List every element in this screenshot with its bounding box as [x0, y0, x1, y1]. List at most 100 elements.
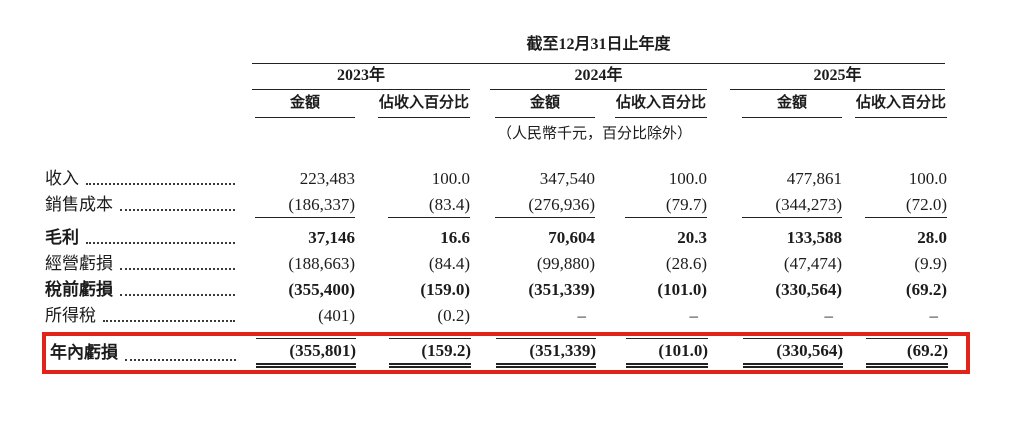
- value: (0.2): [437, 306, 470, 325]
- value-cell: (69.2): [842, 277, 947, 303]
- value: (99,880): [536, 254, 595, 273]
- table-row: 收入 223,483 100.0 347,540 100.0 477,861 100.0: [45, 166, 1012, 192]
- value-cell: 100.0: [842, 166, 947, 192]
- period-header-text: 截至12月31日止年度: [526, 36, 671, 53]
- value-cell: 133,588: [707, 225, 842, 251]
- amount-header-cell-2023: 金額: [245, 90, 355, 118]
- value-cell: (351,339): [470, 277, 595, 303]
- dot-leader: [86, 242, 235, 244]
- value-cell: (72.0): [842, 192, 947, 218]
- value-cell: (159.2): [356, 336, 471, 370]
- value-cell: 347,540: [470, 166, 595, 192]
- row-label: 所得稅: [45, 306, 96, 325]
- value-cell: (159.0): [355, 277, 470, 303]
- value-cell: (69.2): [843, 336, 948, 370]
- value-cell: 20.3: [595, 225, 707, 251]
- table-row: 稅前虧損 (355,400) (159.0) (351,339) (101.0) (330…: [45, 277, 1012, 303]
- value: –: [689, 306, 699, 325]
- period-header: 截至12月31日止年度: [252, 34, 945, 56]
- value: (159.2): [389, 338, 471, 368]
- pct-column-header: 佔收入百分比: [854, 90, 947, 118]
- value: (159.0): [420, 280, 470, 299]
- pct-column-header: 佔收入百分比: [377, 90, 470, 118]
- value-cell: (355,400): [245, 277, 355, 303]
- pct-header-cell-2024: 佔收入百分比: [595, 90, 707, 118]
- value-cell: (28.6): [595, 251, 707, 277]
- value: (72.0): [865, 195, 947, 218]
- value: (401): [318, 306, 355, 325]
- amount-column-header: 金額: [742, 90, 842, 118]
- value: 477,861: [786, 169, 842, 188]
- row-label-cell: 毛利: [45, 225, 245, 251]
- value: (188,663): [288, 254, 355, 273]
- year-group-2025: 2025年: [730, 64, 945, 90]
- year-row-spacer: [45, 64, 245, 90]
- highlight-box: 年內虧損 (355,801) (159.2) (351,339) (101.0) (330…: [42, 332, 970, 374]
- value: (83.4): [388, 195, 470, 218]
- pct-header-cell-2023: 佔收入百分比: [355, 90, 470, 118]
- value: 347,540: [539, 169, 595, 188]
- value: 100.0: [431, 169, 470, 188]
- row-label: 收入: [45, 169, 79, 188]
- pct-header-cell-2025: 佔收入百分比: [842, 90, 947, 118]
- dot-leader: [120, 209, 235, 211]
- table-row: 銷售成本 (186,337) (83.4) (276,936) (79.7) (344,2…: [45, 192, 1012, 218]
- value-cell: 100.0: [595, 166, 707, 192]
- year-group-2023: 2023年: [252, 64, 470, 90]
- value: (69.2): [905, 280, 947, 299]
- value-cell: 477,861: [707, 166, 842, 192]
- value: (47,474): [783, 254, 842, 273]
- value-cell: (9.9): [842, 251, 947, 277]
- year-label-2025: 2025年: [813, 67, 862, 84]
- value-cell: –: [595, 303, 707, 329]
- value: 70,604: [548, 228, 595, 247]
- amount-header-cell-2025: 金額: [707, 90, 842, 118]
- row-label: 銷售成本: [45, 195, 113, 214]
- value-cell: 37,146: [245, 225, 355, 251]
- row-label: 年內虧損: [50, 343, 118, 362]
- row-label: 毛利: [45, 228, 79, 247]
- table-row: 經營虧損 (188,663) (84.4) (99,880) (28.6) (47,474…: [45, 251, 1012, 277]
- value-cell: (401): [245, 303, 355, 329]
- value: 100.0: [908, 169, 947, 188]
- unit-note: （人民幣千元，百分比除外）: [496, 126, 692, 142]
- dot-leader: [86, 183, 235, 185]
- value-cell: –: [707, 303, 842, 329]
- value: (355,400): [288, 280, 355, 299]
- value: (355,801): [256, 338, 356, 368]
- value-cell: (0.2): [355, 303, 470, 329]
- value-cell: (101.0): [595, 277, 707, 303]
- dot-leader: [120, 268, 235, 270]
- value-cell: (351,339): [471, 336, 596, 370]
- row-label: 經營虧損: [45, 254, 113, 273]
- value-cell: (330,564): [707, 277, 842, 303]
- row-label-cell: 收入: [45, 166, 245, 192]
- table-row: 年內虧損 (355,801) (159.2) (351,339) (101.0) (330…: [46, 336, 966, 370]
- row-label-cell: 稅前虧損: [45, 277, 245, 303]
- table-row: 所得稅 (401) (0.2) – – – –: [45, 303, 1012, 329]
- financial-table: 截至12月31日止年度 2023年 2024年 2025年 金額 佔收入百分比: [42, 34, 1012, 374]
- dot-leader: [103, 320, 235, 322]
- value: (344,273): [742, 195, 842, 218]
- value-cell: (101.0): [596, 336, 708, 370]
- column-header-spacer: [45, 90, 245, 118]
- header-top-rule: [252, 63, 945, 64]
- amount-header-cell-2024: 金額: [470, 90, 595, 118]
- value-cell: 100.0: [355, 166, 470, 192]
- value: (330,564): [743, 338, 843, 368]
- value: (28.6): [665, 254, 707, 273]
- value-cell: (188,663): [245, 251, 355, 277]
- value-cell: (99,880): [470, 251, 595, 277]
- table-row: 毛利 37,146 16.6 70,604 20.3 133,588 28.0: [45, 225, 1012, 251]
- value-cell: (344,273): [707, 192, 842, 218]
- value-cell: –: [470, 303, 595, 329]
- table-body: 收入 223,483 100.0 347,540 100.0 477,861 100.0 銷售…: [42, 166, 1012, 374]
- value: 223,483: [299, 169, 355, 188]
- row-label-cell: 年內虧損: [46, 336, 246, 370]
- column-header-row: 金額 佔收入百分比 金額 佔收入百分比 金額 佔收入百分比: [45, 90, 1012, 118]
- amount-column-header: 金額: [255, 90, 355, 118]
- value-cell: 70,604: [470, 225, 595, 251]
- value: (69.2): [866, 338, 948, 368]
- value-cell: (47,474): [707, 251, 842, 277]
